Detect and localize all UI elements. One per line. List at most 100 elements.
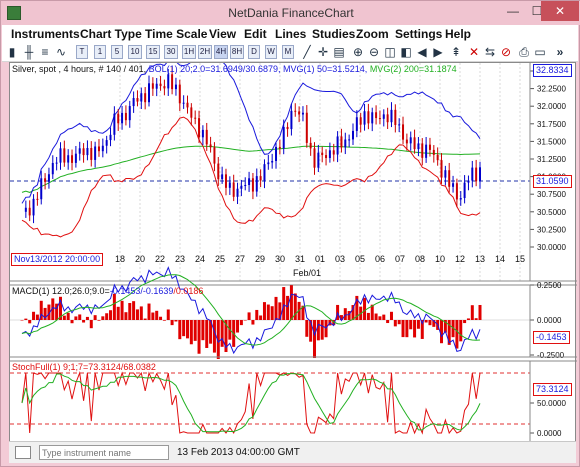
scale-week-button[interactable]: W	[265, 45, 277, 59]
price-x-tick-label: 13	[475, 254, 485, 264]
remove-icon[interactable]: ⊘	[500, 45, 512, 59]
menu-chart-type[interactable]: Chart Type	[80, 27, 142, 41]
more-tools-icon[interactable]: »	[556, 45, 564, 59]
close-button[interactable]: ✕	[541, 1, 579, 21]
zoom-in-icon[interactable]: ⊕	[352, 45, 364, 59]
candle-body	[217, 163, 220, 180]
price-y-tick-label: 30.7500	[537, 190, 566, 199]
candle-chart-icon[interactable]: ▮	[8, 45, 16, 59]
candle-body	[213, 147, 216, 164]
chart-area[interactable]: 32.500032.250032.000031.750031.500031.25…	[9, 53, 577, 443]
pin-icon[interactable]: ⇞	[450, 45, 462, 59]
instrument-list-icon[interactable]	[15, 446, 31, 459]
candle-body	[305, 112, 308, 143]
macd-hist-bar	[401, 320, 405, 338]
print-icon[interactable]: ⎙	[519, 45, 529, 59]
scale-5-button[interactable]: 5	[111, 45, 123, 59]
candle-body	[190, 107, 193, 118]
stoch-panel-label: StochFull(1) 9;1;7=73.3124/68.0382	[12, 362, 156, 372]
candle-body	[136, 98, 139, 102]
instrument-search-input[interactable]	[39, 445, 169, 460]
crosshair-icon[interactable]: ✛	[317, 45, 329, 59]
macd-hist-bar	[247, 312, 251, 320]
macd-hist-bar	[363, 297, 367, 320]
candle-body	[298, 111, 301, 115]
scale-8h-button[interactable]: 8H	[230, 45, 244, 59]
scale-2h-button[interactable]: 2H	[198, 45, 212, 59]
candle-body	[463, 182, 466, 199]
macd-hist-bar	[55, 303, 59, 320]
bar-chart-icon[interactable]: ╫	[24, 45, 34, 59]
ohlc-chart-icon[interactable]: ≡	[41, 45, 49, 59]
zoom-fit-icon[interactable]: ◫	[384, 45, 396, 59]
macd-badge: -0.1453	[533, 331, 570, 344]
swap-icon[interactable]: ⇆	[484, 45, 496, 59]
candle-body	[167, 74, 170, 89]
menu-instruments[interactable]: Instruments	[11, 27, 80, 41]
macd-hist-bar	[351, 305, 355, 320]
menu-zoom[interactable]: Zoom	[356, 27, 389, 41]
candle-body	[455, 183, 458, 200]
scale-10-button[interactable]: 10	[128, 45, 142, 59]
menu-view[interactable]: View	[209, 27, 237, 41]
candle-body	[32, 198, 35, 216]
candle-body	[294, 110, 297, 112]
scale-1h-button[interactable]: 1H	[182, 45, 196, 59]
menu-time-scale[interactable]: Time Scale	[145, 27, 208, 41]
arrow-right-icon[interactable]: ▶	[433, 45, 443, 59]
scale-15-button[interactable]: 15	[146, 45, 160, 59]
candle-body	[267, 162, 270, 165]
macd-hist-bar	[189, 320, 193, 345]
price-y-tick-label: 31.2500	[537, 155, 566, 164]
arrow-left-icon[interactable]: ◀	[417, 45, 427, 59]
line-draw-icon[interactable]: ╱	[303, 45, 311, 59]
candle-body	[51, 162, 54, 175]
menu-studies[interactable]: Studies	[312, 27, 356, 41]
line-chart-icon[interactable]: ∿	[55, 45, 67, 59]
macd-hist-bar	[220, 320, 224, 347]
scale-month-button[interactable]: M	[282, 45, 294, 59]
price-x-tick-label: 27	[235, 254, 245, 264]
macd-hist-bar	[374, 313, 378, 320]
menu-edit[interactable]: Edit	[244, 27, 267, 41]
price-y-axis: 32.500032.250032.000031.750031.500031.25…	[530, 67, 566, 252]
candle-body	[321, 152, 324, 156]
macd-hist-bar	[239, 320, 243, 326]
candle-body	[440, 160, 443, 178]
minimize-button[interactable]: —	[507, 4, 519, 18]
candle-body	[271, 160, 274, 163]
menu-settings[interactable]: Settings	[395, 27, 443, 41]
scale-4h-button[interactable]: 4H	[214, 45, 228, 59]
menu-lines[interactable]: Lines	[275, 27, 307, 41]
macd-hist-bar	[135, 309, 139, 320]
menu-help[interactable]: Help	[445, 27, 472, 41]
layout-icon[interactable]: ▭	[534, 45, 546, 59]
scale-1-button[interactable]: 1	[94, 45, 106, 59]
scale-tick-button[interactable]: T	[76, 45, 88, 59]
macd-hist-bar	[143, 318, 147, 320]
delete-icon[interactable]: ✕	[468, 45, 480, 59]
grid-icon[interactable]: ▤	[333, 45, 345, 59]
candle-body	[86, 147, 89, 156]
candle-body	[148, 83, 151, 103]
candle-body	[248, 178, 251, 185]
macd-hist-bar	[82, 320, 86, 323]
zoom-out-icon[interactable]: ⊖	[368, 45, 380, 59]
maximize-button[interactable]: ☐	[531, 4, 543, 18]
candle-body	[71, 155, 74, 163]
window-title: NetDania FinanceChart	[228, 6, 354, 20]
candle-body	[398, 124, 401, 126]
chart-props-icon[interactable]: ◧	[400, 45, 412, 59]
scale-30-button[interactable]: 30	[164, 45, 178, 59]
candle-body	[413, 137, 416, 150]
macd-hist-bar	[93, 315, 97, 320]
candle-body	[263, 164, 266, 181]
candle-body	[221, 174, 224, 180]
price-panel[interactable]	[10, 63, 530, 281]
price-x-tick-label: 29	[255, 254, 265, 264]
macd-hist-bar	[24, 318, 28, 320]
chart-canvas[interactable]: 32.500032.250032.000031.750031.500031.25…	[10, 53, 577, 443]
macd-hist-bar	[224, 320, 228, 352]
macd-hist-bar	[320, 320, 324, 340]
scale-day-button[interactable]: D	[248, 45, 260, 59]
